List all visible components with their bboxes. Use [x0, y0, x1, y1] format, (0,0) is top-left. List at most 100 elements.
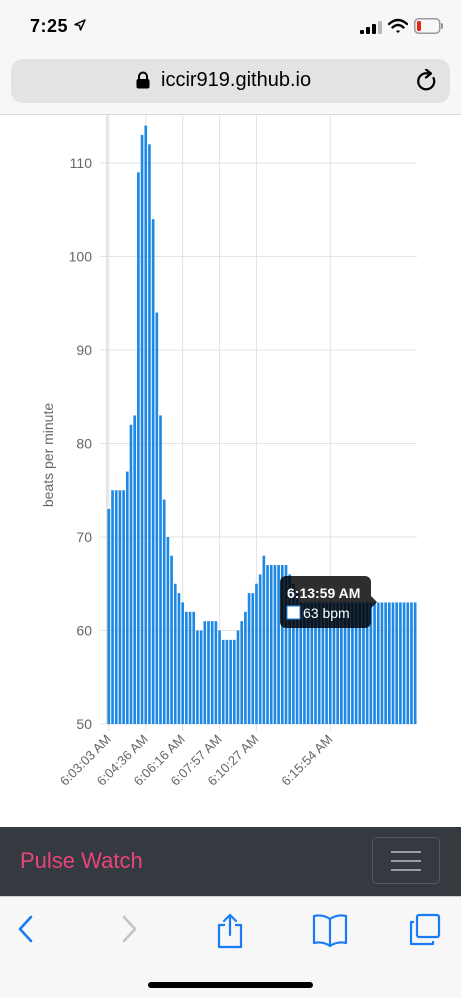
bar[interactable] — [240, 621, 244, 724]
bar[interactable] — [111, 490, 114, 724]
share-icon[interactable] — [215, 913, 245, 949]
bar[interactable] — [262, 555, 266, 724]
bar[interactable] — [384, 602, 387, 724]
lock-icon — [136, 71, 150, 89]
bar[interactable] — [280, 565, 284, 724]
menu-toggle-button[interactable] — [372, 837, 440, 884]
bar[interactable] — [340, 602, 343, 724]
bar[interactable] — [188, 611, 192, 724]
bar[interactable] — [107, 508, 111, 724]
bar[interactable] — [299, 602, 303, 724]
bar[interactable] — [166, 537, 170, 724]
x-tick-label: 6:15:54 AM — [278, 732, 335, 789]
bar[interactable] — [122, 490, 125, 724]
bar[interactable] — [207, 621, 210, 724]
bar[interactable] — [373, 602, 376, 724]
bar[interactable] — [159, 415, 162, 724]
bar[interactable] — [251, 593, 255, 724]
back-icon[interactable] — [16, 913, 36, 945]
bar[interactable] — [133, 415, 137, 724]
bar[interactable] — [244, 611, 247, 724]
bar[interactable] — [288, 574, 292, 724]
bar[interactable] — [332, 602, 336, 724]
y-tick-label: 50 — [76, 716, 92, 732]
bar[interactable] — [317, 602, 321, 724]
bar[interactable] — [303, 602, 306, 724]
chart-tooltip: 6:13:59 AM 63 bpm — [280, 576, 377, 628]
bar[interactable] — [177, 593, 181, 724]
bar[interactable] — [347, 602, 351, 724]
bar[interactable] — [310, 602, 314, 724]
bar[interactable] — [328, 602, 332, 724]
app-navbar: Pulse Watch — [0, 827, 461, 896]
bar[interactable] — [362, 602, 365, 724]
bar[interactable] — [181, 602, 184, 724]
bar[interactable] — [376, 602, 380, 724]
bar[interactable] — [129, 424, 133, 724]
bar[interactable] — [236, 630, 240, 725]
bar[interactable] — [114, 490, 118, 724]
bar[interactable] — [148, 144, 151, 725]
bar[interactable] — [284, 565, 288, 724]
bar[interactable] — [140, 134, 144, 724]
bar[interactable] — [413, 602, 417, 724]
bar[interactable] — [229, 639, 232, 724]
brand-title[interactable]: Pulse Watch — [20, 848, 143, 873]
bar[interactable] — [221, 639, 225, 724]
bar[interactable] — [118, 490, 122, 724]
bar[interactable] — [358, 602, 362, 724]
bar[interactable] — [292, 583, 295, 724]
bar[interactable] — [325, 602, 328, 724]
bar[interactable] — [351, 602, 354, 724]
bar[interactable] — [203, 621, 207, 724]
bar[interactable] — [306, 602, 310, 724]
bar[interactable] — [295, 593, 299, 724]
bpm-chart-svg: 50 60 70 80 90 100 110 6:03:03 AM6:04:36 AM6:0… — [40, 115, 417, 789]
reload-icon[interactable] — [416, 69, 438, 93]
bar[interactable] — [395, 602, 399, 724]
bar[interactable] — [273, 565, 277, 724]
forward-icon[interactable] — [119, 913, 139, 945]
bar[interactable] — [314, 602, 317, 724]
bar[interactable] — [399, 602, 402, 724]
url-bar[interactable]: iccir919.github.io — [11, 59, 450, 103]
y-tick-label: 70 — [76, 529, 92, 545]
bar[interactable] — [137, 172, 140, 725]
bar[interactable] — [125, 471, 129, 724]
bar[interactable] — [151, 219, 155, 724]
bar[interactable] — [387, 602, 391, 724]
bar[interactable] — [266, 565, 269, 724]
bar[interactable] — [391, 602, 395, 724]
bar[interactable] — [321, 602, 325, 724]
bar[interactable] — [162, 499, 166, 724]
bar[interactable] — [232, 639, 236, 724]
bar[interactable] — [406, 602, 410, 724]
bar[interactable] — [196, 630, 199, 725]
bar[interactable] — [225, 639, 229, 724]
bookmarks-icon[interactable] — [312, 913, 348, 947]
bar[interactable] — [210, 621, 214, 724]
bar[interactable] — [170, 555, 173, 724]
bar[interactable] — [218, 630, 221, 725]
bar[interactable] — [269, 565, 273, 724]
bar[interactable] — [258, 574, 262, 724]
bar[interactable] — [144, 125, 148, 725]
bar[interactable] — [277, 565, 280, 724]
bar[interactable] — [255, 583, 258, 724]
bar[interactable] — [192, 611, 196, 724]
bar[interactable] — [336, 602, 339, 724]
bar[interactable] — [402, 602, 406, 724]
bar[interactable] — [247, 593, 251, 724]
bar[interactable] — [380, 602, 384, 724]
bar[interactable] — [343, 602, 347, 724]
bar[interactable] — [214, 621, 218, 724]
bar[interactable] — [199, 630, 203, 725]
bar[interactable] — [369, 602, 373, 724]
bar[interactable] — [410, 602, 413, 724]
bar[interactable] — [155, 312, 159, 724]
bar[interactable] — [365, 602, 369, 724]
bar[interactable] — [185, 611, 188, 724]
tabs-icon[interactable] — [408, 913, 442, 947]
bar[interactable] — [354, 602, 358, 724]
bar[interactable] — [173, 583, 177, 724]
